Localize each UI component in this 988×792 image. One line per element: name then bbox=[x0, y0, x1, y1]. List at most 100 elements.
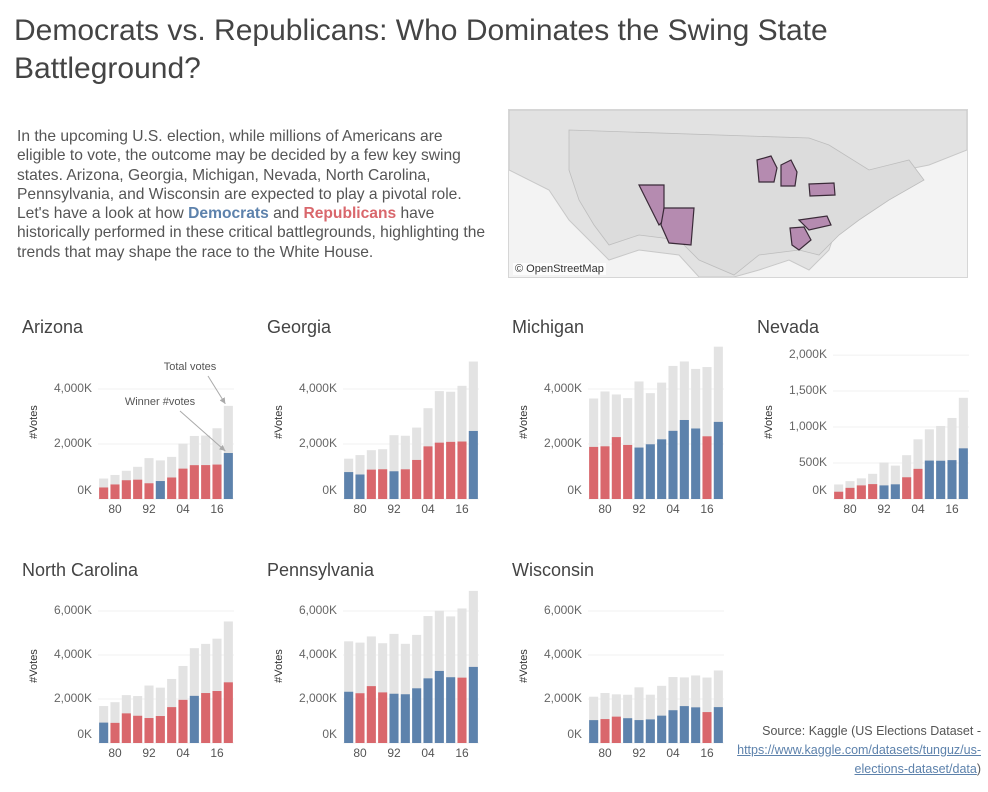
total-bar bbox=[947, 417, 957, 499]
winner-bar bbox=[657, 439, 667, 499]
source-link[interactable]: https://www.kaggle.com/datasets/tunguz/u… bbox=[737, 743, 981, 776]
total-bar bbox=[468, 361, 478, 499]
y-tick-label: 0K bbox=[567, 727, 582, 741]
x-tick-label: 16 bbox=[700, 746, 714, 760]
x-tick-label: 04 bbox=[176, 502, 190, 516]
winner-bar bbox=[947, 460, 957, 499]
y-tick-label: 0K bbox=[567, 483, 582, 497]
winner-bar bbox=[668, 430, 678, 499]
x-tick-label: 92 bbox=[142, 502, 156, 516]
swing-state-map[interactable]: © OpenStreetMap bbox=[508, 109, 968, 278]
winner-bar bbox=[457, 677, 467, 743]
intro-text: In the upcoming U.S. election, while mil… bbox=[17, 127, 495, 262]
y-tick-label: 4,000K bbox=[299, 381, 337, 395]
winner-bar bbox=[446, 441, 456, 499]
total-bar bbox=[657, 685, 667, 743]
x-tick-label: 04 bbox=[666, 502, 680, 516]
winner-bar bbox=[868, 484, 878, 499]
winner-bar bbox=[167, 707, 177, 743]
winner-bar bbox=[178, 468, 188, 499]
total-bar bbox=[902, 455, 912, 499]
total-bar bbox=[645, 694, 655, 743]
x-tick-label: 80 bbox=[353, 502, 367, 516]
y-tick-label: 500K bbox=[799, 455, 827, 469]
x-tick-label: 16 bbox=[210, 502, 224, 516]
x-tick-label: 16 bbox=[700, 502, 714, 516]
y-tick-label: 4,000K bbox=[299, 647, 337, 661]
winner-bar bbox=[856, 485, 866, 499]
y-axis-label: #Votes bbox=[273, 649, 285, 683]
y-axis-label: #Votes bbox=[518, 649, 530, 683]
total-bar bbox=[879, 462, 889, 499]
winner-bar bbox=[924, 460, 934, 499]
total-bar bbox=[110, 702, 120, 743]
y-tick-label: 1,500K bbox=[789, 383, 827, 397]
y-tick-label: 1,000K bbox=[789, 419, 827, 433]
winner-bar bbox=[355, 693, 365, 743]
winner-bar bbox=[902, 477, 912, 499]
winner-bar bbox=[412, 688, 422, 743]
winner-bar bbox=[389, 693, 399, 743]
source-note: Source: Kaggle (US Elections Dataset - h… bbox=[720, 722, 981, 779]
winner-bar bbox=[366, 469, 376, 499]
winner-bar bbox=[133, 715, 143, 743]
y-tick-label: 4,000K bbox=[544, 381, 582, 395]
x-tick-label: 16 bbox=[210, 746, 224, 760]
annotation: Winner #votes bbox=[125, 396, 196, 408]
winner-bar bbox=[468, 430, 478, 499]
winner-bar bbox=[201, 465, 211, 499]
y-tick-label: 0K bbox=[77, 483, 92, 497]
x-tick-label: 92 bbox=[632, 746, 646, 760]
y-tick-label: 2,000K bbox=[299, 436, 337, 450]
dashboard-title: Democrats vs. Republicans: Who Dominates… bbox=[14, 14, 828, 85]
winner-bar bbox=[645, 719, 655, 743]
winner-bar bbox=[212, 691, 222, 743]
winner-bar bbox=[600, 719, 610, 743]
winner-bar bbox=[457, 441, 467, 499]
y-tick-label: 2,000K bbox=[299, 691, 337, 705]
pennsylvania-shape bbox=[808, 182, 836, 197]
arizona-shape bbox=[660, 207, 695, 246]
total-bar bbox=[713, 670, 723, 743]
winner-bar bbox=[201, 693, 211, 743]
winner-bar bbox=[223, 453, 233, 499]
winner-bar bbox=[389, 471, 399, 499]
y-tick-label: 4,000K bbox=[54, 381, 92, 395]
total-bar bbox=[589, 696, 599, 743]
y-axis-label: #Votes bbox=[273, 405, 285, 439]
y-tick-label: 2,000K bbox=[54, 436, 92, 450]
total-bar bbox=[355, 642, 365, 743]
x-tick-label: 16 bbox=[455, 746, 469, 760]
winner-bar bbox=[834, 491, 844, 499]
winner-bar bbox=[423, 446, 433, 499]
x-tick-label: 92 bbox=[387, 502, 401, 516]
total-bar bbox=[890, 465, 900, 499]
y-tick-label: 2,000K bbox=[544, 691, 582, 705]
y-tick-label: 4,000K bbox=[544, 647, 582, 661]
intro-part: and bbox=[268, 205, 304, 223]
winner-bar bbox=[355, 474, 365, 499]
winner-bar bbox=[121, 713, 131, 743]
winner-bar bbox=[434, 442, 444, 499]
winner-bar bbox=[702, 436, 712, 499]
total-bar bbox=[389, 633, 399, 743]
winner-bar bbox=[212, 464, 222, 499]
total-bar bbox=[189, 648, 199, 743]
x-tick-label: 04 bbox=[421, 746, 435, 760]
winner-bar bbox=[189, 695, 199, 743]
winner-bar bbox=[121, 480, 131, 499]
total-bar bbox=[668, 677, 678, 743]
winner-bar bbox=[936, 460, 946, 499]
winner-bar bbox=[133, 479, 143, 499]
total-bar bbox=[389, 435, 399, 499]
winner-bar bbox=[400, 469, 410, 499]
x-tick-label: 04 bbox=[666, 746, 680, 760]
winner-bar bbox=[657, 715, 667, 743]
total-bar bbox=[702, 677, 712, 743]
winner-bar bbox=[144, 718, 154, 743]
north-carolina-shape bbox=[797, 215, 832, 231]
winner-bar bbox=[611, 437, 621, 499]
x-tick-label: 04 bbox=[421, 502, 435, 516]
